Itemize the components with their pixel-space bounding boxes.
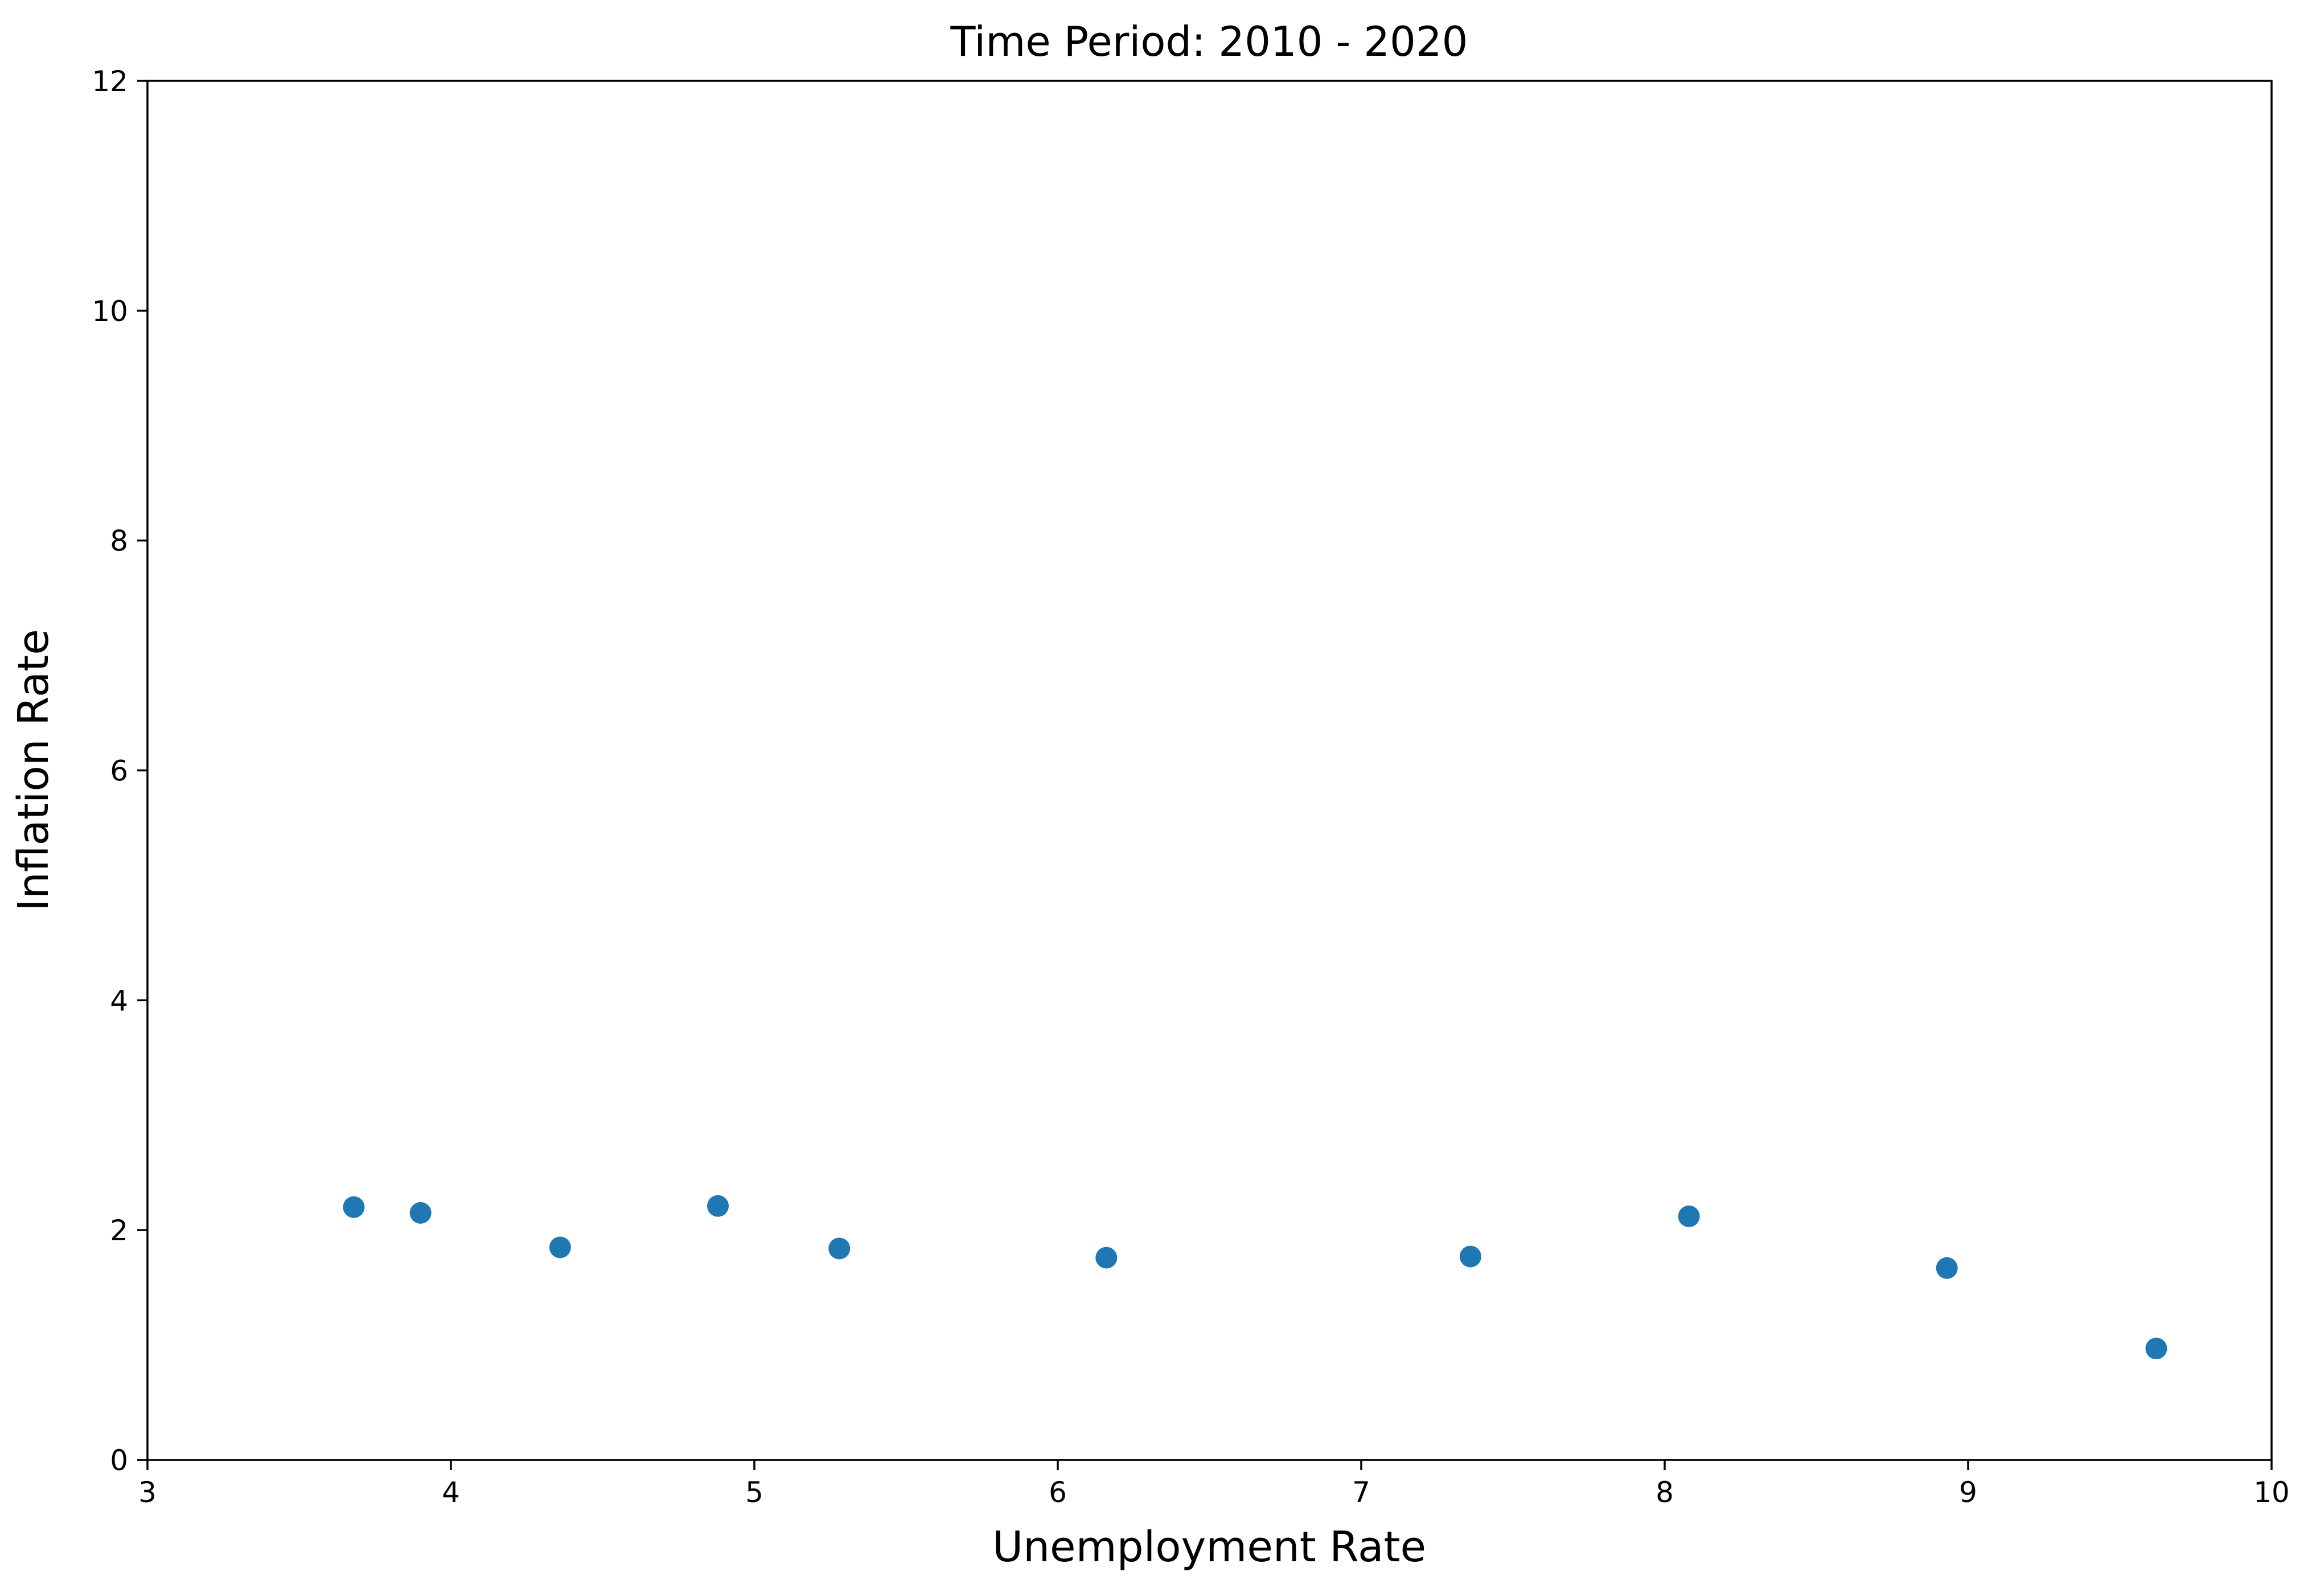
scatter-point xyxy=(409,1202,432,1224)
scatter-point xyxy=(549,1236,571,1258)
data-points xyxy=(343,1195,2167,1360)
y-tick-label: 4 xyxy=(110,984,128,1017)
y-tick-label: 0 xyxy=(110,1444,128,1477)
y-axis-label: Inflation Rate xyxy=(9,629,58,911)
plot-area-frame xyxy=(146,80,2273,1461)
axis-ticks: 3 4 5 6 7 8 9 10 0 2 4 6 8 10 12 xyxy=(92,65,2289,1509)
x-tick-label: 9 xyxy=(1959,1476,1977,1509)
y-tick-label: 2 xyxy=(110,1214,128,1247)
x-tick-label: 6 xyxy=(1049,1476,1067,1509)
x-tick-label: 8 xyxy=(1656,1476,1674,1509)
scatter-point xyxy=(2145,1338,2167,1360)
x-tick-label: 7 xyxy=(1352,1476,1370,1509)
scatter-point xyxy=(828,1237,851,1260)
scatter-point xyxy=(707,1195,729,1217)
x-tick-label: 4 xyxy=(442,1476,460,1509)
y-tick-label: 6 xyxy=(110,755,128,788)
scatter-point xyxy=(1095,1247,1118,1269)
scatter-point xyxy=(343,1196,365,1218)
x-tick-label: 3 xyxy=(138,1476,157,1509)
scatter-point xyxy=(1459,1245,1481,1268)
y-tick-label: 8 xyxy=(110,525,128,558)
x-axis-label: Unemployment Rate xyxy=(992,1523,1426,1572)
chart-title: Time Period: 2010 - 2020 xyxy=(950,18,1468,65)
scatter-point xyxy=(1678,1205,1700,1227)
scatter-point xyxy=(1936,1257,1958,1279)
x-tick-label: 10 xyxy=(2253,1476,2290,1509)
y-tick-label: 12 xyxy=(92,65,128,98)
x-tick-label: 5 xyxy=(745,1476,763,1509)
y-tick-label: 10 xyxy=(92,295,128,328)
